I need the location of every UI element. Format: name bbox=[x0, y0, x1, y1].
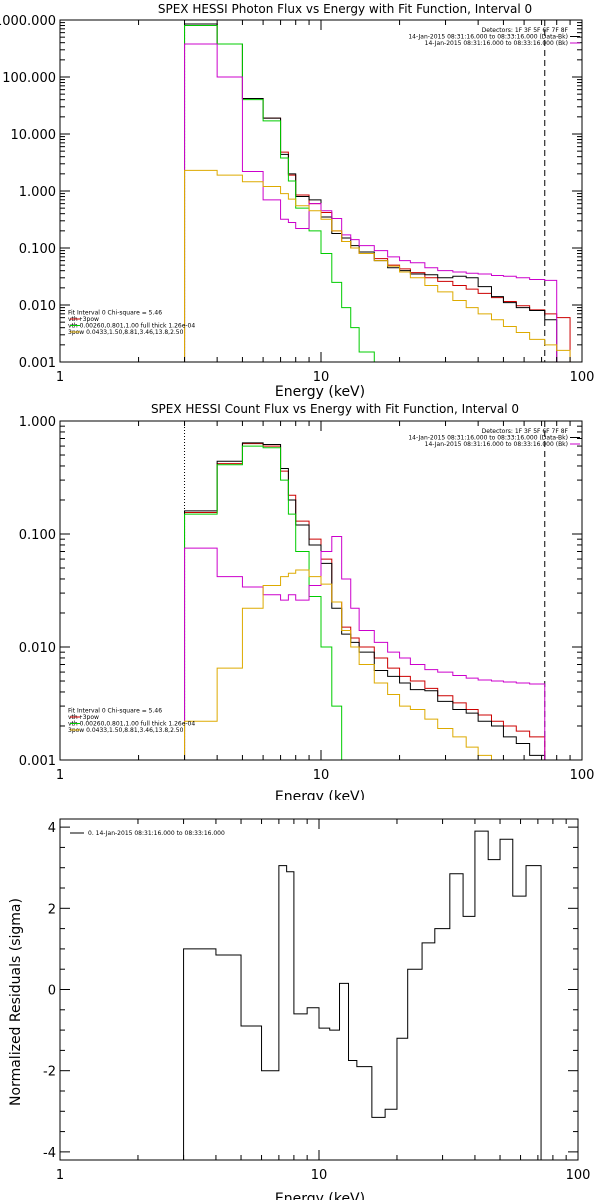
legend-entry: Detectors: 1F 3F 5F 6F 7F 8F bbox=[482, 27, 569, 34]
y-tick-label: 0.010 bbox=[19, 299, 56, 314]
y-tick-label: 10.000 bbox=[11, 128, 57, 143]
series-line-3 bbox=[184, 43, 558, 362]
y-tick-label: -2 bbox=[43, 1065, 56, 1080]
y-tick-label: 100.000 bbox=[2, 71, 56, 86]
axes-frame bbox=[59, 818, 579, 1161]
x-tick-label: 10 bbox=[311, 1168, 328, 1183]
photon-flux-chart: SPEX HESSI Photon Flux vs Energy with Fi… bbox=[0, 2, 595, 400]
chart-title: SPEX HESSI Photon Flux vs Energy with Fi… bbox=[158, 2, 532, 16]
plot-area bbox=[184, 20, 571, 362]
y-tick-label: 0 bbox=[48, 984, 56, 999]
y-tick-label: 2 bbox=[48, 902, 56, 917]
legend-entry: Detectors: 1F 3F 5F 6F 7F 8F bbox=[482, 428, 569, 435]
legend-entry: 14-Jan-2015 08:31:16.000 to 08:33:16.000… bbox=[408, 34, 568, 41]
fit-legend-entry: vth+3pow bbox=[68, 316, 99, 323]
x-tick-label: 1 bbox=[56, 370, 64, 385]
chart-title: SPEX HESSI Count Flux vs Energy with Fit… bbox=[151, 402, 519, 416]
y-tick-label: 0.001 bbox=[19, 754, 56, 769]
y-tick-label: 0.100 bbox=[19, 528, 56, 543]
x-axis-label: Energy (keV) bbox=[275, 1191, 365, 1200]
series-line-0 bbox=[183, 830, 542, 1160]
y-axis-label: Normalized Residuals (sigma) bbox=[8, 898, 24, 1106]
fit-legend-entry: vth+3pow bbox=[68, 714, 99, 721]
x-tick-label: 1 bbox=[56, 1168, 64, 1183]
y-tick-label: 1000.000 bbox=[0, 14, 56, 29]
fit-legend-entry: 3pow 0.0433,1.50,8.81,3.46,13.8,2.50 bbox=[68, 329, 184, 336]
series-line-2 bbox=[184, 445, 352, 760]
count-flux-chart: SPEX HESSI Count Flux vs Energy with Fit… bbox=[19, 402, 595, 800]
y-tick-label: 4 bbox=[48, 821, 56, 836]
x-tick-label: 100 bbox=[570, 768, 595, 783]
x-tick-label: 100 bbox=[566, 1168, 591, 1183]
residuals-chart: Energy (keV) Normalized Residuals (sigma… bbox=[8, 818, 591, 1200]
x-tick-label: 10 bbox=[313, 370, 330, 385]
series-line-2 bbox=[184, 25, 375, 362]
legend-entry: 14-Jan-2015 08:31:16.000 to 08:33:16.000… bbox=[425, 40, 568, 47]
y-tick-label: 0.010 bbox=[19, 641, 56, 656]
y-tick-label: 1.000 bbox=[19, 415, 56, 430]
plot-area bbox=[184, 421, 546, 760]
x-tick-label: 1 bbox=[56, 768, 64, 783]
series-line-1 bbox=[184, 23, 558, 362]
series-line-1 bbox=[184, 442, 546, 760]
y-tick-label: 0.001 bbox=[19, 356, 56, 371]
series-line-4 bbox=[184, 569, 504, 760]
series-line-3 bbox=[184, 536, 546, 760]
x-axis-label: Energy (keV) bbox=[275, 384, 365, 400]
y-tick-label: 1.000 bbox=[19, 185, 56, 200]
fit-legend-entry: 3pow 0.0433,1.50,8.81,3.46,13.8,2.50 bbox=[68, 727, 184, 734]
plot-area bbox=[183, 830, 542, 1160]
legend-entry: 14-Jan-2015 08:31:16.000 to 08:33:16.000… bbox=[408, 435, 568, 442]
legend-entry: 14-Jan-2015 08:31:16.000 to 08:33:16.000… bbox=[425, 441, 568, 448]
fit-legend-entry: vth 0.00260,0.801,1.00 full thick 1.26e-… bbox=[68, 721, 195, 728]
legend-entry: 0. 14-Jan-2015 08:31:16.000 to 08:33:16.… bbox=[88, 830, 225, 837]
y-tick-label: -4 bbox=[43, 1146, 56, 1161]
series-line-0 bbox=[184, 443, 546, 760]
fit-legend-entry: vth 0.00260,0.801,1.00 full thick 1.26e-… bbox=[68, 323, 195, 330]
x-tick-label: 10 bbox=[313, 768, 330, 783]
series-line-4 bbox=[184, 169, 571, 362]
y-tick-label: 0.100 bbox=[19, 242, 56, 257]
fit-legend-entry: Fit Interval 0 Chi-square = 5.46 bbox=[68, 310, 162, 317]
x-tick-label: 100 bbox=[570, 370, 595, 385]
x-axis-label: Energy (keV) bbox=[275, 789, 365, 800]
fit-legend-entry: Fit Interval 0 Chi-square = 5.46 bbox=[68, 708, 162, 715]
